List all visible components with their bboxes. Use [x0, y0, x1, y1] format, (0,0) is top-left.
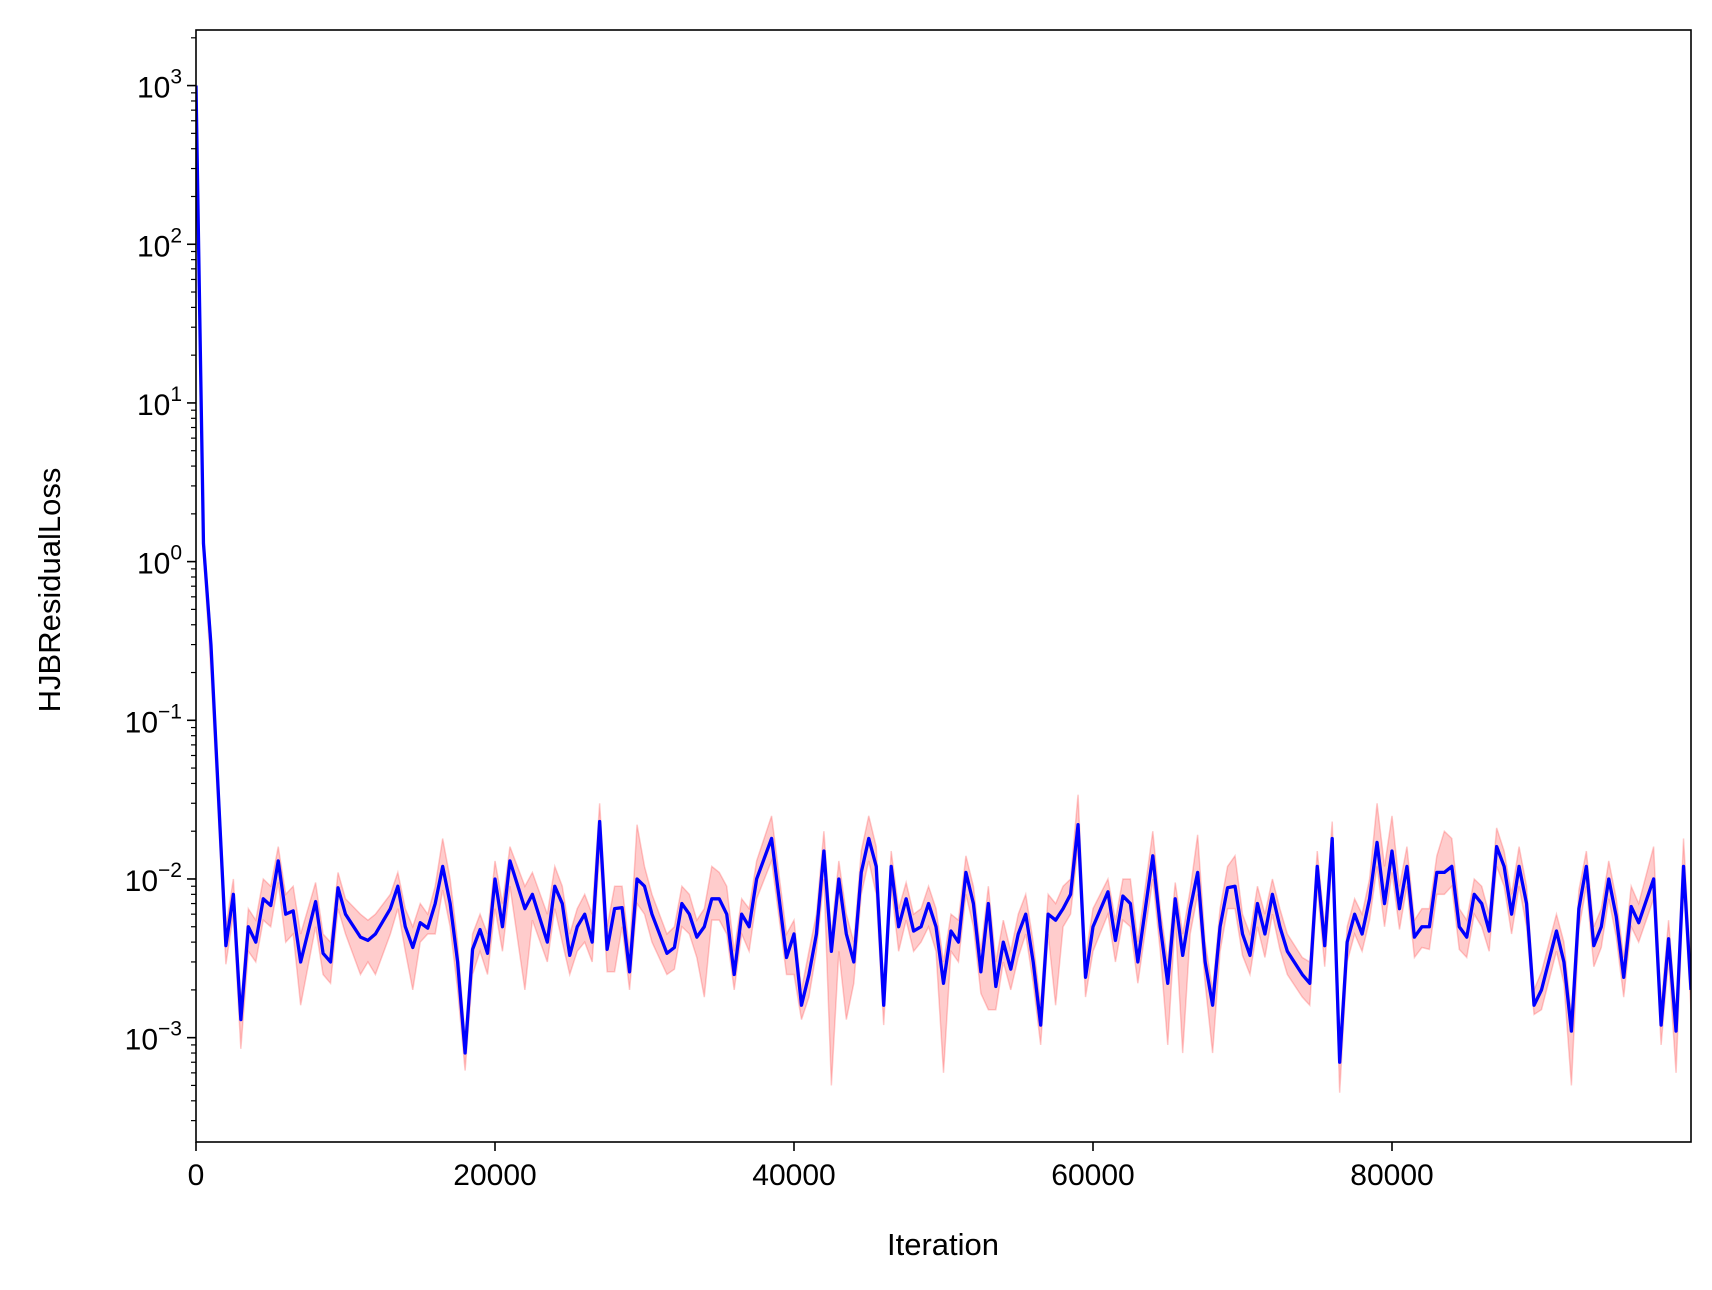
x-tick-label: 60000 — [1051, 1159, 1134, 1192]
y-tick-label: 102 — [137, 224, 182, 263]
x-tick-label: 20000 — [453, 1159, 536, 1192]
x-tick-label: 0 — [188, 1159, 205, 1192]
x-tick-label: 40000 — [752, 1159, 835, 1192]
y-tick-label: 100 — [137, 542, 182, 581]
y-axis-label: HJBResidualLoss — [32, 468, 67, 713]
y-tick-label: 10−3 — [125, 1018, 182, 1057]
y-tick-label: 101 — [137, 383, 182, 422]
y-tick-label: 10−1 — [125, 700, 182, 739]
error-band — [196, 85, 1691, 1093]
x-tick-label: 80000 — [1350, 1159, 1433, 1192]
loss-line — [196, 85, 1691, 1064]
x-axis-label: Iteration — [887, 1227, 999, 1262]
y-tick-label: 103 — [137, 66, 182, 105]
y-tick-label: 10−2 — [125, 859, 182, 898]
